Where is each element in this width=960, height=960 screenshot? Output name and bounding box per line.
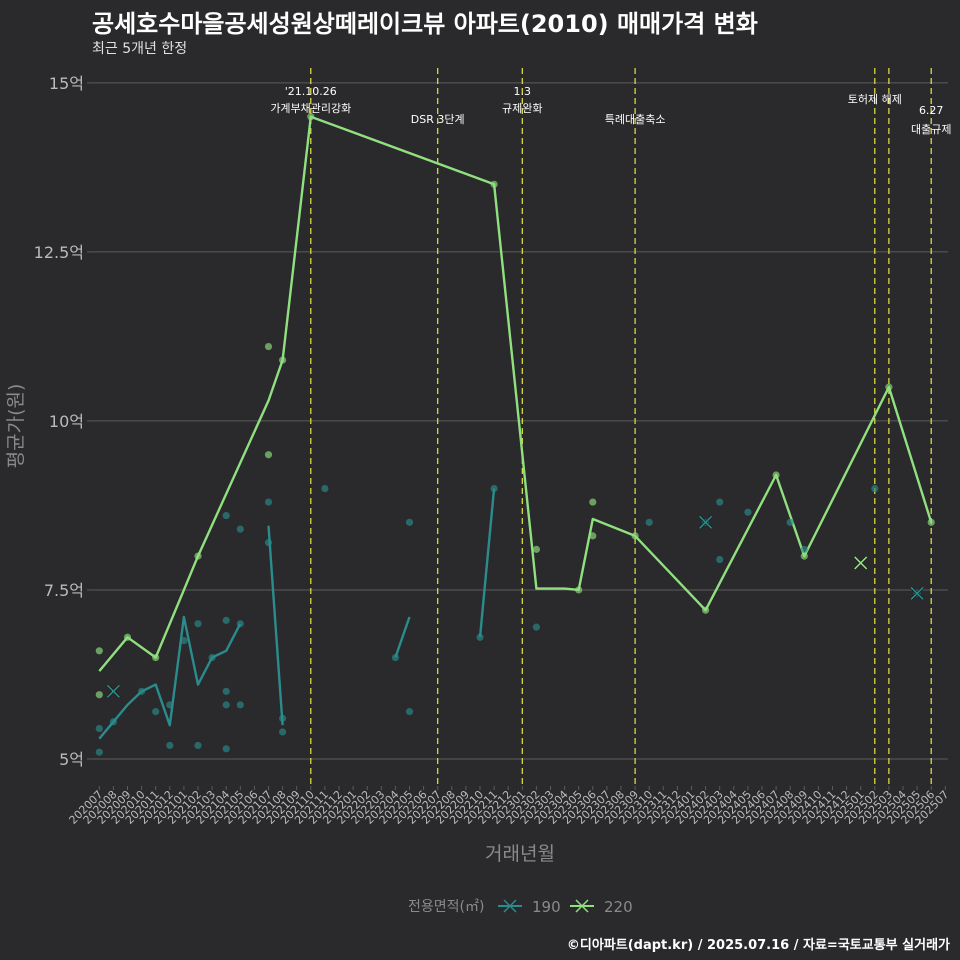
y-tick-label: 7.5억	[44, 581, 84, 600]
legend-key-220	[570, 899, 594, 913]
data-point-220	[702, 606, 710, 614]
series-line-190	[98, 615, 242, 740]
cross-marker-190	[106, 684, 121, 699]
data-point-220	[631, 532, 639, 540]
legend-title: 전용면적(㎡)	[408, 899, 484, 915]
data-point-190	[279, 728, 287, 736]
chart-subtitle: 최근 5개년 한정	[92, 41, 188, 57]
data-point-220	[307, 113, 315, 121]
data-point-220	[123, 633, 132, 641]
data-point-220	[152, 653, 160, 662]
data-point-190	[208, 653, 216, 662]
chart-title: 공세호수마을공세성원상떼레이크뷰 아파트(2010) 매매가격 변화	[92, 10, 758, 38]
y-tick-label: 10억	[49, 412, 84, 431]
data-point-190	[716, 555, 724, 564]
data-point-220	[264, 342, 273, 351]
data-point-220	[95, 647, 103, 655]
event-label: '21.10.26	[285, 85, 337, 98]
cross-marker-190	[910, 586, 925, 601]
source-caption: ©디아파트(dapt.kr) / 2025.07.16 / 자료=국토교통부 실…	[566, 938, 950, 953]
data-point-220	[885, 383, 893, 391]
data-point-190	[264, 498, 273, 506]
data-point-190	[194, 741, 202, 750]
data-point-190	[264, 539, 273, 547]
data-point-190	[222, 616, 230, 624]
data-point-220	[589, 498, 597, 506]
legend-label-220: 220	[604, 898, 633, 916]
data-point-190	[236, 525, 244, 533]
data-point-220	[927, 518, 935, 526]
data-point-190	[405, 518, 414, 526]
data-point-190	[222, 745, 230, 753]
data-point-190	[716, 498, 724, 506]
data-point-190	[180, 637, 188, 645]
event-label: 대출규제	[911, 123, 951, 136]
legend: 전용면적(㎡) 190 220	[408, 898, 633, 916]
data-point-190	[645, 518, 653, 526]
data-point-220	[95, 691, 103, 699]
event-label: 6.27	[919, 104, 944, 117]
y-tick-label: 15억	[49, 74, 84, 93]
data-point-220	[490, 180, 498, 188]
y-tick-label: 12.5억	[34, 243, 84, 262]
data-point-190	[166, 741, 174, 750]
data-point-220	[194, 552, 202, 560]
series-line-190	[267, 525, 284, 726]
event-label: 특례대출축소	[605, 113, 666, 126]
data-point-220	[772, 471, 780, 479]
data-point-190	[166, 701, 174, 709]
data-point-190	[405, 708, 414, 716]
event-label: 가계부채관리강화	[270, 102, 351, 115]
event-label: 토허제 해제	[848, 92, 902, 106]
data-point-190	[222, 687, 230, 695]
cross-marker-220	[853, 555, 868, 570]
data-point-190	[236, 620, 244, 628]
cross-marker-190	[698, 515, 713, 530]
data-point-190	[222, 511, 230, 520]
data-point-190	[744, 508, 752, 516]
legend-label-190: 190	[532, 898, 561, 916]
series-line-220	[98, 115, 933, 672]
event-label: DSR 3단계	[411, 113, 465, 126]
data-point-190	[222, 701, 230, 709]
series-line-190	[478, 488, 496, 638]
data-point-190	[786, 518, 794, 526]
data-point-190	[138, 687, 146, 695]
data-point-190	[194, 620, 202, 628]
data-point-190	[871, 484, 879, 493]
data-point-220	[575, 586, 583, 594]
data-point-220	[264, 451, 273, 459]
x-axis-title: 거래년월	[485, 843, 555, 865]
series-line-190	[394, 616, 411, 658]
event-label: 1.3	[514, 85, 532, 98]
data-point-190	[476, 633, 484, 641]
data-point-220	[589, 532, 597, 540]
data-point-190	[391, 653, 399, 662]
event-label: 규제완화	[502, 102, 542, 115]
data-point-190	[152, 708, 160, 716]
data-point-220	[800, 552, 808, 560]
y-tick-label: 5억	[59, 750, 84, 769]
data-point-190	[109, 718, 117, 726]
data-point-220	[532, 545, 541, 553]
data-point-190	[490, 484, 498, 493]
data-point-220	[279, 356, 287, 364]
data-point-190	[279, 714, 287, 722]
data-point-190	[236, 701, 244, 709]
data-point-190	[95, 748, 103, 756]
y-axis-title: 평균가(원)	[5, 384, 27, 469]
data-point-190	[532, 623, 541, 631]
data-point-190	[800, 545, 808, 553]
legend-key-190	[498, 899, 522, 913]
data-point-190	[321, 484, 329, 493]
data-point-190	[95, 724, 103, 733]
